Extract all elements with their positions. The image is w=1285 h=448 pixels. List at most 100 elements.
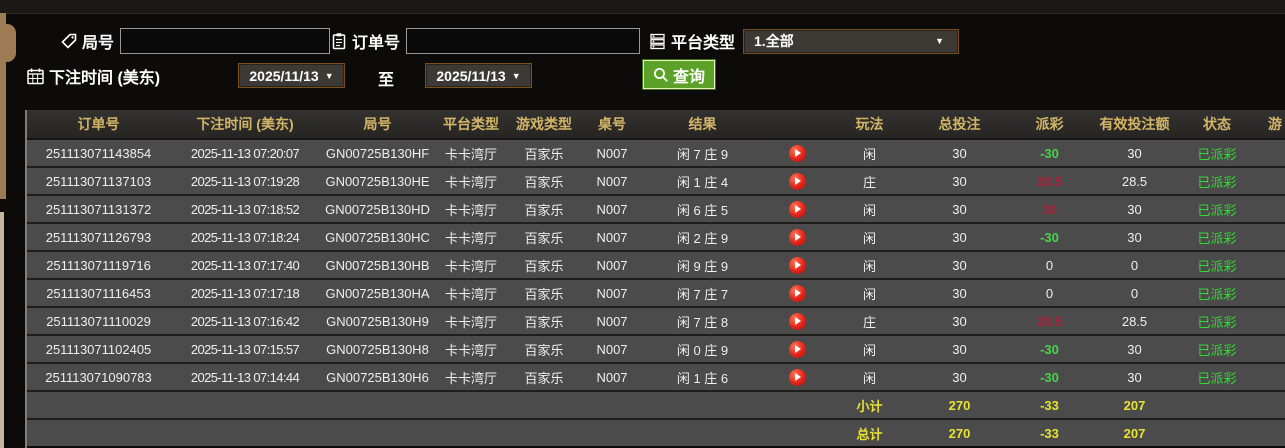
- cell-bet-time: 2025-11-13 07:20:07: [170, 140, 320, 166]
- grand-total-payout: -33: [1012, 418, 1087, 446]
- search-button-label: 查询: [673, 68, 706, 86]
- play-icon[interactable]: [788, 284, 806, 302]
- cell-total-bet: 30: [907, 166, 1012, 194]
- cell-bet-type: 闲: [832, 278, 907, 306]
- platform-type-select[interactable]: 1.全部 ▼: [743, 28, 960, 54]
- cell-order-number: 251113071102405: [27, 334, 170, 362]
- cell-round-number: GN00725B130HD: [320, 194, 435, 222]
- col-header-round: 局号: [320, 110, 435, 140]
- cell-replay: [762, 362, 832, 390]
- cell-bet-type: 闲: [832, 334, 907, 362]
- date-from-select[interactable]: 2025/11/13 ▼: [238, 63, 345, 88]
- cell-extra: [1252, 334, 1285, 362]
- cell-valid-bet: 30: [1087, 194, 1182, 222]
- round-number-input[interactable]: [120, 28, 331, 54]
- cell-platform-type: 卡卡湾厅: [435, 278, 507, 306]
- play-icon[interactable]: [788, 340, 806, 358]
- table-row: 251113071110029 2025-11-13 07:16:42 GN00…: [27, 306, 1285, 334]
- cell-replay: [762, 194, 832, 222]
- cell-replay: [762, 166, 832, 194]
- col-header-payout: 派彩: [1012, 110, 1087, 140]
- cell-valid-bet: 30: [1087, 222, 1182, 250]
- date-from-value: 2025/11/13: [249, 67, 319, 84]
- cell-platform-type: 卡卡湾厅: [435, 306, 507, 334]
- cell-extra: [1252, 166, 1285, 194]
- cell-table-number: N007: [581, 250, 643, 278]
- cell-status: 已派彩: [1182, 140, 1252, 166]
- cell-round-number: GN00725B130H8: [320, 334, 435, 362]
- cell-table-number: N007: [581, 194, 643, 222]
- cell-game-type: 百家乐: [507, 166, 581, 194]
- col-header-status: 状态: [1182, 110, 1252, 140]
- grand-total-total-bet: 270: [907, 418, 1012, 446]
- cell-game-type: 百家乐: [507, 306, 581, 334]
- cell-order-number: 251113071090783: [27, 362, 170, 390]
- cell-status: 已派彩: [1182, 222, 1252, 250]
- cell-result: 闲 9 庄 9: [643, 250, 762, 278]
- cell-table-number: N007: [581, 140, 643, 166]
- cell-order-number: 251113071126793: [27, 222, 170, 250]
- cell-result: 闲 1 庄 4: [643, 166, 762, 194]
- left-panel-edge-lower: [0, 212, 4, 448]
- table-body: 251113071143854 2025-11-13 07:20:07 GN00…: [27, 140, 1285, 390]
- cell-total-bet: 30: [907, 306, 1012, 334]
- server-list-icon: [648, 32, 667, 51]
- chevron-down-icon: ▼: [324, 70, 334, 81]
- cell-extra: [1252, 250, 1285, 278]
- play-icon[interactable]: [788, 312, 806, 330]
- order-number-input[interactable]: [406, 28, 641, 54]
- cell-order-number: 251113071131372: [27, 194, 170, 222]
- date-range-to-label: 至: [378, 72, 395, 89]
- col-header-bet-type: 玩法: [832, 110, 907, 140]
- cell-round-number: GN00725B130HF: [320, 140, 435, 166]
- tag-icon: [60, 32, 78, 50]
- table-row: 251113071131372 2025-11-13 07:18:52 GN00…: [27, 194, 1285, 222]
- platform-type-value: 1.全部: [754, 33, 794, 49]
- play-icon[interactable]: [788, 256, 806, 274]
- cell-payout: -30: [1012, 222, 1087, 250]
- cell-valid-bet: 30: [1087, 334, 1182, 362]
- cell-extra: [1252, 194, 1285, 222]
- cell-valid-bet: 28.5: [1087, 306, 1182, 334]
- left-panel-edge: [0, 13, 6, 199]
- date-to-value: 2025/11/13: [436, 67, 506, 84]
- panel-collapse-handle[interactable]: [5, 24, 16, 62]
- cell-round-number: GN00725B130H9: [320, 306, 435, 334]
- cell-bet-time: 2025-11-13 07:17:18: [170, 278, 320, 306]
- subtotal-valid-bet: 207: [1087, 390, 1182, 418]
- cell-platform-type: 卡卡湾厅: [435, 334, 507, 362]
- cell-bet-time: 2025-11-13 07:18:24: [170, 222, 320, 250]
- play-icon[interactable]: [788, 144, 806, 162]
- platform-type-label: 平台类型: [671, 35, 736, 52]
- col-header-platform: 平台类型: [435, 110, 507, 140]
- cell-order-number: 251113071137103: [27, 166, 170, 194]
- cell-bet-type: 闲: [832, 222, 907, 250]
- cell-result: 闲 7 庄 8: [643, 306, 762, 334]
- cell-payout: 30: [1012, 194, 1087, 222]
- search-button[interactable]: 查询: [643, 60, 716, 89]
- play-icon[interactable]: [788, 228, 806, 246]
- col-header-bet-time: 下注时间 (美东): [170, 110, 320, 140]
- cell-order-number: 251113071110029: [27, 306, 170, 334]
- cell-extra: [1252, 278, 1285, 306]
- cell-result: 闲 2 庄 9: [643, 222, 762, 250]
- cell-extra: [1252, 222, 1285, 250]
- date-to-select[interactable]: 2025/11/13 ▼: [425, 63, 532, 88]
- play-icon[interactable]: [788, 368, 806, 386]
- cell-result: 闲 1 庄 6: [643, 362, 762, 390]
- cell-bet-time: 2025-11-13 07:14:44: [170, 362, 320, 390]
- grand-total-label: 总计: [832, 418, 907, 446]
- cell-game-type: 百家乐: [507, 250, 581, 278]
- cell-round-number: GN00725B130H6: [320, 362, 435, 390]
- cell-replay: [762, 222, 832, 250]
- subtotal-total-bet: 270: [907, 390, 1012, 418]
- cell-payout: 0: [1012, 278, 1087, 306]
- cell-bet-time: 2025-11-13 07:16:42: [170, 306, 320, 334]
- cell-replay: [762, 250, 832, 278]
- play-icon[interactable]: [788, 200, 806, 218]
- col-header-order: 订单号: [27, 110, 170, 140]
- grand-total-row: 总计 270 -33 207: [27, 418, 1285, 446]
- play-icon[interactable]: [788, 172, 806, 190]
- subtotal-row: 小计 270 -33 207: [27, 390, 1285, 418]
- cell-table-number: N007: [581, 278, 643, 306]
